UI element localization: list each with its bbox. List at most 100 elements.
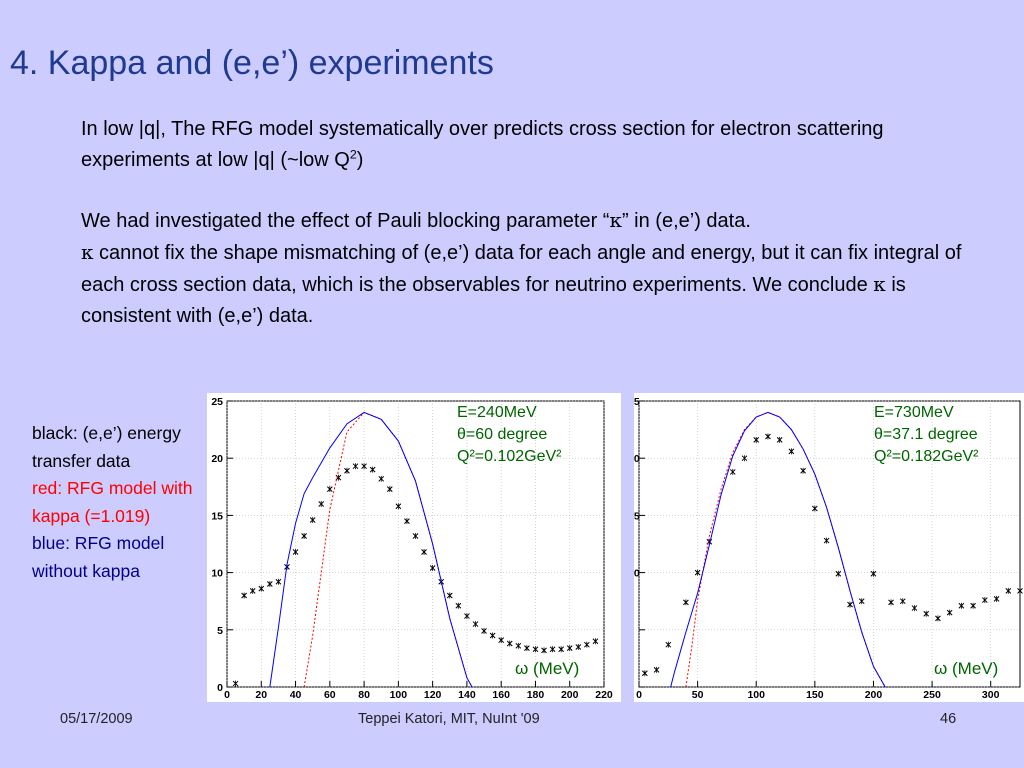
x-tick-label: 0 [636,689,642,701]
data-point [249,587,256,594]
paragraph-kappa: We had investigated the effect of Pauli … [81,205,981,332]
x-tick-label: 100 [747,689,765,701]
data-point [472,621,479,628]
data-point [665,641,672,648]
x-tick-label: 200 [561,689,579,701]
data-point [395,503,402,510]
data-point [923,610,930,617]
data-point [532,646,539,653]
x-tick-label: 200 [865,689,883,701]
data-point [694,569,701,576]
data-point [776,436,783,443]
data-point [642,670,648,677]
legend-blue: blue: RFG model without kappa [32,533,165,581]
data-point [241,592,247,599]
paragraph-low-q: In low |q|, The RFG model systematically… [81,114,961,176]
footer-author: Teppei Katori, MIT, NuInt '09 [358,711,540,727]
kappa-symbol: κ [81,240,94,264]
data-point [292,549,299,556]
data-point [258,585,265,592]
chart-annotation-line: θ=37.1 degree [874,426,978,443]
data-point [1017,587,1023,594]
y-tick-label: 15 [211,510,223,522]
data-point [498,637,505,644]
y-tick-label: 10 [211,568,223,580]
data-point [899,598,906,605]
data-point [765,433,771,440]
legend-black: black: (e,e’) energy transfer data [32,423,181,471]
x-tick-label: 180 [527,689,545,701]
data-point [455,602,462,609]
x-tick-label: 140 [458,689,476,701]
data-point [911,605,918,612]
chart-annotation-line: Q²=0.182GeV² [874,448,979,465]
chart-annotation-line: E=730MeV [874,404,954,421]
data-point [811,505,818,512]
data-point [729,468,736,475]
plot-frame [638,400,1021,688]
kappa-symbol: κ [873,272,886,296]
para2-text-d: is consistent with (e,e’) data. [81,274,906,327]
y-tick-label: 5 [217,625,223,637]
data-point [558,646,565,653]
data-point [232,680,239,687]
y-tick-label: 15 [634,510,640,522]
x-axis-label: ω (MeV) [934,659,998,678]
x-tick-label: 250 [923,689,941,701]
y-tick-label: 0 [217,682,223,694]
x-axis-label: ω (MeV) [515,659,579,678]
kappa-symbol: κ [609,208,622,232]
data-point [361,463,367,470]
footer-date: 05/17/2009 [60,711,133,727]
y-tick-label: 25 [634,396,640,408]
data-point [344,467,350,474]
x-tick-label: 150 [806,689,824,701]
data-point [870,570,877,577]
data-point [946,609,953,616]
rfg-without-kappa-curve [670,411,886,688]
y-tick-label: 20 [211,453,223,465]
para1-close: ) [356,149,364,171]
y-tick-label: 10 [634,568,640,580]
x-tick-label: 20 [255,689,267,701]
x-tick-label: 40 [290,689,302,701]
data-point [741,455,748,462]
para2-text-a: We had investigated the effect of Pauli … [81,210,610,232]
data-point [326,486,333,493]
data-point [404,518,410,525]
para1-superscript: 2 [349,147,357,162]
data-point [835,570,842,577]
chart-240mev: 0 20 40 60 80 100 120 140 160 180 200 220 0 5 10 15 20 25… [211,396,613,701]
x-tick-label: 0 [224,689,230,701]
x-tick-label: 60 [324,689,336,701]
data-point [858,598,865,605]
chart-panel-240mev: 0 20 40 60 80 100 120 140 160 180 200 220 0 5 10 15 20 25… [207,393,621,702]
chart-annotation-line: Q²=0.102GeV² [457,448,562,465]
rfg-with-kappa-curve [685,411,886,688]
footer-page-number: 46 [940,711,957,727]
chart-annotation-line: E=240MeV [457,404,537,421]
y-tick-label: 20 [634,453,640,465]
legend-red: red: RFG model with kappa (=1.019) [32,478,193,526]
data-point [386,486,393,493]
para1-text: In low |q|, The RFG model systematically… [81,118,884,171]
x-tick-label: 100 [390,689,408,701]
data-point [823,537,830,544]
data-point [318,500,325,507]
data-point [515,642,522,649]
rfg-with-kappa-curve [303,411,473,688]
data-point [958,602,965,609]
data-point [935,615,941,622]
slide-title: 4. Kappa and (e,e’) experiments [10,44,494,82]
x-tick-label: 160 [492,689,510,701]
data-point [309,516,316,523]
data-point [464,613,470,620]
data-point [788,448,795,455]
data-point [753,436,760,443]
data-point [1005,587,1012,594]
data-point [888,599,894,606]
data-point [566,645,573,652]
data-point [653,666,660,673]
data-point [524,645,530,652]
data-point [970,602,976,609]
